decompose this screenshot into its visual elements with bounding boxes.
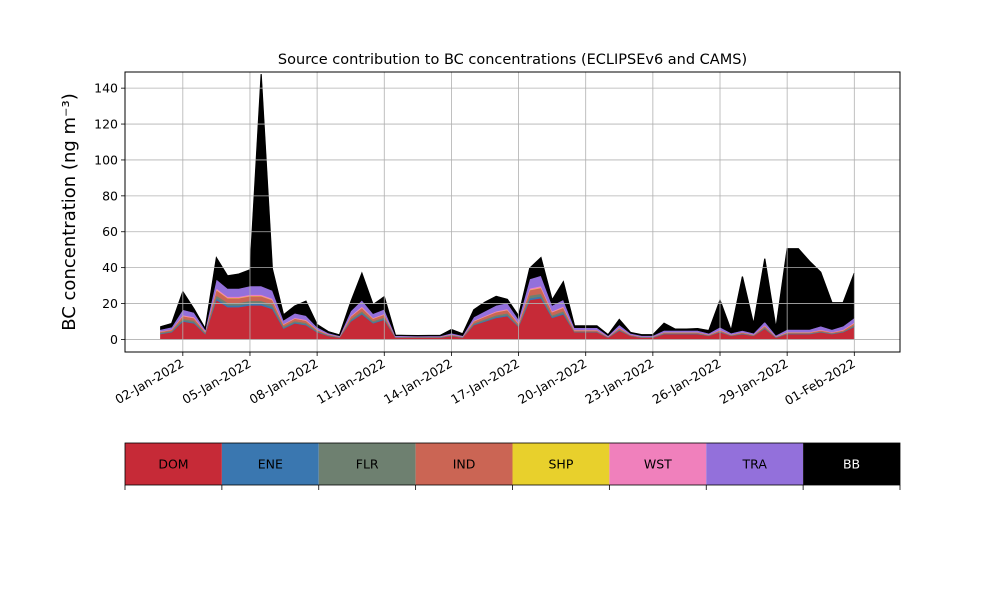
y-tick-label: 100 — [94, 152, 118, 167]
legend-label-shp: SHP — [549, 457, 574, 472]
x-tick-label: 05-Jan-2022 — [180, 356, 254, 407]
y-tick-label: 20 — [102, 296, 118, 311]
x-tick-label: 14-Jan-2022 — [381, 356, 455, 407]
x-tick-label: 17-Jan-2022 — [448, 356, 522, 407]
legend-label-dom: DOM — [158, 457, 188, 472]
y-tick-label: 0 — [110, 332, 118, 347]
legend-colorbar: DOM ENE FLR IND SHP WST TRA BB — [124, 442, 901, 490]
x-tick-label: 29-Jan-2022 — [717, 356, 791, 407]
legend-swatch-shp — [512, 443, 610, 485]
y-tick-label: 140 — [94, 81, 118, 96]
x-axis-ticks: 02-Jan-202205-Jan-202208-Jan-202211-Jan-… — [112, 352, 858, 408]
legend-swatch-flr — [318, 443, 416, 485]
chart-title: Source contribution to BC concentrations… — [278, 52, 747, 68]
x-tick-label: 02-Jan-2022 — [112, 356, 186, 407]
y-tick-label: 120 — [94, 117, 118, 132]
x-tick-label: 23-Jan-2022 — [582, 356, 656, 407]
legend-swatch-dom — [125, 443, 222, 485]
x-tick-label: 01-Feb-2022 — [782, 356, 858, 408]
legend-swatch-wst — [609, 443, 707, 485]
legend-frame — [124, 442, 901, 486]
y-tick-label: 60 — [102, 224, 118, 239]
legend-label-ind: IND — [453, 457, 476, 472]
legend-label-flr: FLR — [356, 457, 379, 472]
x-tick-label: 08-Jan-2022 — [247, 356, 321, 407]
legend-swatch-bb — [803, 443, 900, 485]
legend-label-tra: TRA — [742, 457, 768, 472]
y-tick-label: 40 — [102, 260, 118, 275]
legend-swatch-ene — [221, 443, 319, 485]
x-tick-label: 26-Jan-2022 — [650, 356, 724, 407]
y-axis-label: BC concentration (ng m⁻³) — [59, 93, 80, 331]
legend-swatch-ind — [415, 443, 513, 485]
y-axis-ticks: 0 20 40 60 80 100 120 140 — [94, 81, 125, 347]
x-tick-label: 11-Jan-2022 — [314, 356, 388, 407]
x-tick-label: 20-Jan-2022 — [515, 356, 589, 407]
gridlines — [125, 72, 900, 352]
total-outline — [160, 74, 855, 337]
plot-frame — [124, 71, 901, 353]
legend-label-bb: BB — [843, 457, 860, 472]
legend-swatch-tra — [706, 443, 804, 485]
y-tick-label: 80 — [102, 188, 118, 203]
legend-label-ene: ENE — [258, 457, 283, 472]
legend-label-wst: WST — [644, 457, 672, 472]
plot-area — [124, 71, 901, 353]
